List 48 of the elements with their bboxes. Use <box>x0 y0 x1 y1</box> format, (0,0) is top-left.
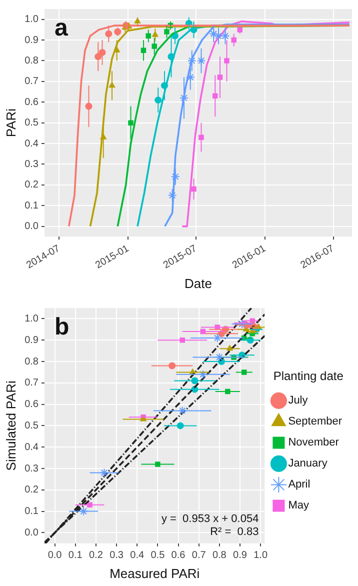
legend-title: Planting date <box>273 369 344 384</box>
y-tick-label: 0.5 <box>24 118 39 129</box>
legend-label: November <box>288 436 340 449</box>
y-tick-label: 0.0 <box>24 221 39 232</box>
x-tick-label: 0.9 <box>233 550 248 562</box>
y-tick-label: 0.3 <box>24 158 39 170</box>
y-axis-title: Simulated PARi <box>3 380 18 471</box>
y-tick-label: 0.7 <box>24 378 39 389</box>
x-tick-label: 0.3 <box>110 550 124 562</box>
x-tick-label: 0.1 <box>68 550 83 562</box>
y-tick-label: 0.2 <box>24 180 39 191</box>
annotation: b <box>54 314 70 341</box>
y-tick-label: 0.9 <box>24 334 39 346</box>
y-tick-label: 0.7 <box>24 76 39 88</box>
y-tick-label: 0.2 <box>24 484 39 496</box>
y-tick-label: 0.5 <box>24 420 39 432</box>
x-axis-title: Measured PARi <box>110 566 200 581</box>
annotation: R² = 0.83 <box>210 526 259 538</box>
x-tick-label: 0.4 <box>130 550 144 562</box>
y-tick-label: 0.9 <box>24 34 39 46</box>
y-tick-label: 0.1 <box>24 506 39 518</box>
y-tick-label: 0.4 <box>24 442 39 453</box>
legend-label: May <box>288 500 310 512</box>
annotation: a <box>54 14 68 42</box>
y-tick-label: 0.1 <box>24 200 39 212</box>
legend-label: September <box>288 416 342 428</box>
legend-label: April <box>288 478 310 491</box>
annotation: y = 0.953 x + 0.054 <box>161 512 259 525</box>
y-axis-title: PARi <box>3 108 18 138</box>
legend-label: July <box>288 394 308 407</box>
y-tick-label: 1.0 <box>24 313 39 324</box>
legend-label: January <box>288 458 328 470</box>
x-tick-label: 0.2 <box>88 550 104 562</box>
y-tick-label: 0.6 <box>24 399 39 410</box>
x-tick-label: 0.0 <box>48 550 62 562</box>
y-tick-label: 0.8 <box>24 356 39 368</box>
x-axis-title: Date <box>184 276 212 291</box>
x-tick-label: 0.8 <box>212 550 227 562</box>
x-tick-label: 0.5 <box>150 550 166 562</box>
y-tick-label: 0.8 <box>24 55 39 66</box>
x-tick-label: 0.6 <box>171 550 186 562</box>
y-tick-label: 0.4 <box>24 138 39 150</box>
y-tick-label: 0.6 <box>24 96 39 108</box>
x-tick-label: 1.0 <box>254 550 268 562</box>
y-tick-label: 0.3 <box>24 463 39 474</box>
y-tick-label: 1.0 <box>24 14 39 26</box>
y-tick-label: 0.0 <box>24 527 39 538</box>
x-tick-label: 0.7 <box>192 550 206 562</box>
